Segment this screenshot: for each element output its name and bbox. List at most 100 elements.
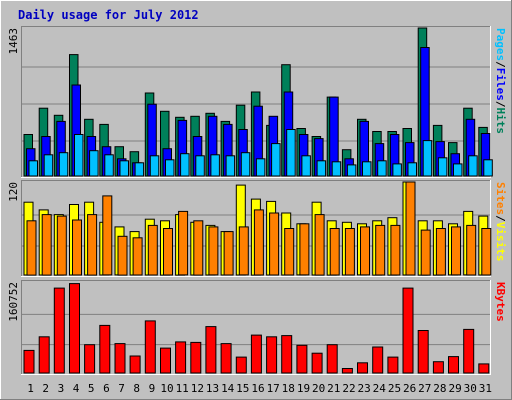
legend-entry: Sites	[494, 182, 507, 215]
legend-entry: Pages	[494, 28, 507, 61]
bar-kbytes-day-22	[341, 368, 353, 374]
x-tick-label: 30	[464, 382, 477, 395]
bar-sites-day-4	[72, 219, 82, 276]
bar-sites-day-19	[299, 223, 310, 276]
x-tick-label: 12	[191, 382, 204, 395]
bar-pages-day-5	[89, 150, 99, 177]
legend-entry: /	[494, 61, 507, 68]
x-tick-label: 8	[133, 382, 140, 395]
bar-sites-day-7	[117, 235, 128, 276]
bar-sites-day-2	[41, 214, 52, 276]
x-tick-label: 4	[73, 382, 80, 395]
bar-pages-day-14	[225, 155, 236, 177]
panel-kbytes: 160752 KBytes	[7, 280, 507, 375]
bar-kbytes-day-18	[281, 335, 293, 374]
bar-kbytes-day-3	[53, 287, 65, 374]
bar-sites-day-1	[26, 220, 37, 276]
bar-sites-day-17	[269, 212, 280, 276]
bar-pages-day-20	[316, 160, 327, 177]
panel-legend: Pages/Files/Hits	[494, 28, 507, 134]
bar-sites-day-5	[87, 214, 98, 276]
bar-sites-day-23	[360, 226, 370, 276]
x-tick-label: 20	[312, 382, 325, 395]
bar-sites-day-18	[284, 228, 295, 276]
bar-sites-day-16	[253, 209, 264, 276]
x-tick-label: 26	[403, 382, 416, 395]
bar-pages-day-19	[301, 155, 311, 177]
panel-legend: Sites/Visits	[494, 182, 507, 262]
bar-kbytes-day-17	[266, 336, 278, 374]
x-tick-label: 19	[297, 382, 310, 395]
bar-pages-day-16	[255, 158, 266, 177]
bar-kbytes-day-7	[114, 343, 126, 374]
bar-sites-day-28	[435, 228, 446, 276]
bar-pages-day-9	[149, 155, 160, 177]
x-tick-label: 16	[251, 382, 264, 395]
bar-kbytes-day-15	[235, 356, 247, 374]
bar-pages-day-6	[104, 154, 114, 177]
bar-kbytes-day-24	[372, 346, 384, 374]
legend-entry: Hits	[494, 108, 507, 135]
bar-kbytes-day-11	[175, 341, 187, 374]
bar-sites-day-3	[56, 215, 67, 276]
x-tick-label: 28	[433, 382, 446, 395]
x-tick-label: 6	[103, 382, 110, 395]
y-max-label: 160752	[7, 282, 20, 322]
x-tick-label: 14	[221, 382, 235, 395]
bar-sites-day-29	[451, 226, 461, 276]
bar-pages-day-30	[468, 155, 478, 177]
x-tick-label: 29	[448, 382, 461, 395]
bar-kbytes-day-1	[23, 349, 35, 374]
x-tick-label: 10	[160, 382, 173, 395]
y-max-label: 120	[7, 182, 20, 202]
x-tick-label: 15	[236, 382, 249, 395]
bar-sites-day-24	[375, 224, 386, 276]
bar-kbytes-day-28	[432, 361, 444, 374]
x-tick-label: 24	[373, 382, 387, 395]
bar-kbytes-day-12	[190, 341, 202, 374]
bar-pages-day-3	[58, 152, 69, 177]
bar-sites-day-25	[390, 224, 401, 276]
bar-sites-day-14	[223, 231, 234, 276]
bar-sites-day-6	[102, 195, 113, 276]
bar-pages-day-1	[28, 160, 38, 177]
bar-kbytes-day-25	[387, 356, 399, 374]
bar-sites-day-8	[132, 237, 143, 276]
bar-kbytes-day-14	[220, 343, 232, 374]
x-tick-label: 5	[88, 382, 95, 395]
bar-kbytes-day-29	[448, 356, 459, 374]
legend-entry: Files	[494, 68, 507, 101]
x-tick-label: 27	[418, 382, 431, 395]
bar-kbytes-day-9	[144, 320, 156, 374]
bar-kbytes-day-27	[417, 330, 429, 374]
bar-kbytes-day-23	[357, 362, 368, 374]
x-axis-labels: 1 2 3 4 5 6 7 8 9 10 11 12 13 14 15 16 17 18 19 20 21 22 23 24 2…	[27, 382, 492, 395]
bar-kbytes-day-10	[160, 347, 171, 374]
bar-pages-day-13	[210, 154, 220, 177]
x-tick-label: 3	[58, 382, 65, 395]
bar-sites-day-11	[178, 210, 189, 276]
bar-pages-day-29	[453, 163, 463, 177]
bar-pages-day-25	[392, 163, 402, 177]
bar-sites-day-9	[147, 224, 158, 276]
bar-kbytes-day-8	[129, 355, 141, 374]
x-tick-label: 17	[267, 382, 280, 395]
bar-pages-day-21	[331, 161, 342, 177]
bar-sites-day-22	[344, 228, 355, 276]
bar-kbytes-day-2	[38, 336, 50, 374]
bar-kbytes-day-30	[463, 328, 475, 374]
bar-pages-day-7	[119, 160, 129, 177]
x-tick-label: 2	[42, 382, 49, 395]
bar-kbytes-day-6	[99, 324, 111, 374]
legend-entry: KBytes	[494, 282, 507, 322]
x-tick-label: 1	[27, 382, 34, 395]
x-tick-label: 7	[118, 382, 125, 395]
bar-sites-day-15	[238, 226, 249, 276]
bar-pages-day-24	[377, 160, 387, 177]
bar-kbytes-day-26	[402, 287, 414, 374]
bar-kbytes-day-13	[205, 326, 217, 374]
bar-pages-day-2	[43, 154, 54, 177]
bar-pages-day-26	[407, 162, 417, 177]
chart-title: Daily usage for July 2012	[18, 8, 199, 22]
